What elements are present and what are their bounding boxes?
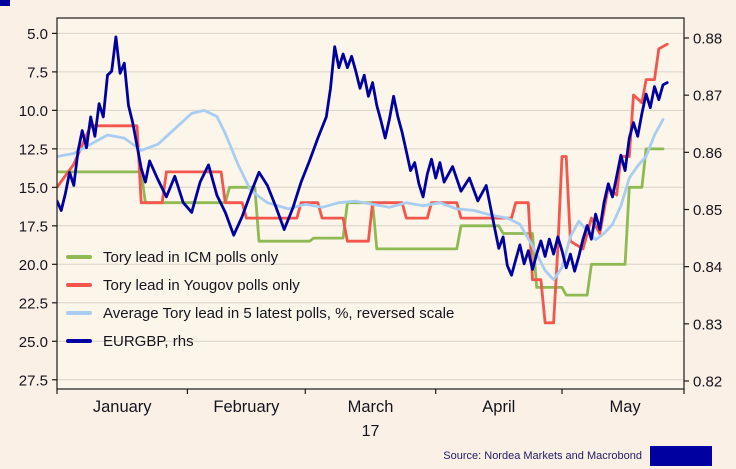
left-tick-label: 12.5: [19, 141, 48, 158]
right-tick-label: 0.82: [693, 374, 722, 391]
month-label: February: [213, 398, 280, 416]
series-line-average: [57, 109, 665, 282]
left-tick-label: 25.0: [19, 334, 48, 351]
bottom-axis: January February March April May 17: [56, 389, 685, 440]
legend-label-icm: Tory lead in ICM polls only: [103, 248, 279, 266]
source-text: Source: Nordea Markets and Macrobond: [443, 450, 642, 462]
nordea-logo-block: [650, 446, 712, 466]
left-tick-label: 22.5: [19, 295, 48, 312]
year-label: 17: [362, 423, 380, 440]
left-tick-label: 27.5: [19, 372, 48, 389]
legend-label-yougov: Tory lead in Yougov polls only: [103, 276, 300, 294]
legend-item-average: Average Tory lead in 5 latest polls, %, …: [66, 299, 454, 327]
series-line-icm: [57, 147, 665, 297]
chart-legend: Tory lead in ICM polls only Tory lead in…: [66, 243, 454, 355]
month-label: May: [610, 398, 642, 416]
legend-swatch-average: [66, 311, 92, 315]
gridlines: [57, 32, 684, 381]
legend-swatch-icm: [66, 255, 92, 259]
left-tick-label: 5.0: [27, 26, 48, 43]
right-tick-label: 0.83: [693, 316, 722, 333]
right-tick-label: 0.84: [693, 259, 722, 276]
right-axis: 0.88 0.87 0.86 0.85 0.84 0.83 0.82: [684, 31, 722, 391]
left-axis: 5.0 7.5 10.0 12.5 15.0 17.5 20.0 22.5 25.0 27.5: [19, 26, 57, 389]
legend-label-eurgbp: EURGBP, rhs: [103, 332, 194, 350]
right-tick-label: 0.88: [693, 31, 722, 48]
legend-item-eurgbp: EURGBP, rhs: [66, 327, 454, 355]
legend-swatch-yougov: [66, 283, 92, 287]
month-label: January: [93, 398, 152, 416]
right-tick-label: 0.87: [693, 88, 722, 105]
series-line-yougov: [57, 42, 669, 325]
plot-frame: [56, 17, 685, 390]
legend-item-yougov: Tory lead in Yougov polls only: [66, 271, 454, 299]
month-label: April: [482, 398, 515, 416]
left-tick-label: 7.5: [27, 64, 48, 81]
series-line-eurgbp: [57, 35, 669, 277]
series-lines: [57, 35, 669, 325]
footer: Source: Nordea Markets and Macrobond: [443, 446, 712, 466]
legend-item-icm: Tory lead in ICM polls only: [66, 243, 454, 271]
legend-swatch-eurgbp: [66, 339, 92, 343]
left-tick-label: 20.0: [19, 257, 48, 274]
left-tick-label: 15.0: [19, 180, 48, 197]
left-tick-label: 17.5: [19, 218, 48, 235]
month-label: March: [348, 398, 394, 416]
corner-mark: [0, 0, 10, 6]
right-tick-label: 0.85: [693, 202, 722, 219]
legend-label-average: Average Tory lead in 5 latest polls, %, …: [103, 304, 455, 322]
left-tick-label: 10.0: [19, 103, 48, 120]
right-tick-label: 0.86: [693, 145, 722, 162]
